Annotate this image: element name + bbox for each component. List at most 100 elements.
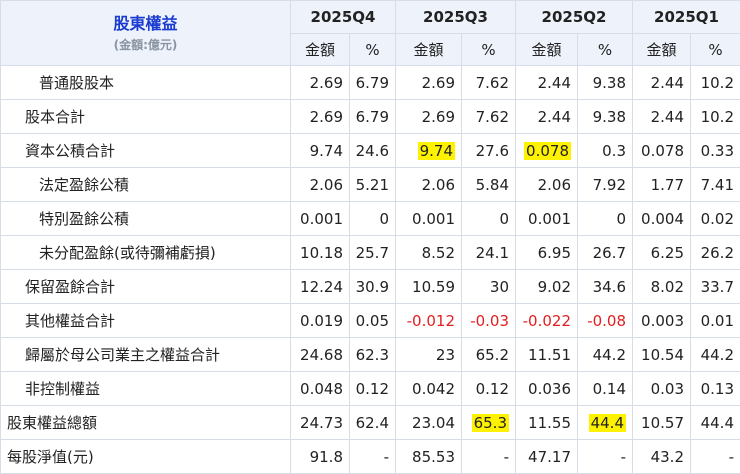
cell-value: 2.06 [421, 175, 455, 194]
percent-column-header: % [349, 33, 396, 66]
cell-value: 33.7 [700, 277, 734, 296]
cell-value: 24.68 [300, 345, 343, 364]
amount-cell: 6.95 [515, 235, 578, 270]
amount-cell: 8.52 [395, 235, 462, 270]
amount-cell: 10.54 [632, 337, 691, 372]
amount-cell: 0.078 [515, 133, 578, 168]
percent-cell: 44.2 [690, 337, 740, 372]
cell-value: 24.73 [300, 413, 343, 432]
row-label: 其他權益合計 [0, 303, 291, 338]
cell-value: 9.02 [537, 277, 571, 296]
cell-value: 0.05 [355, 311, 389, 330]
cell-value: 10.2 [700, 107, 734, 126]
amount-cell: 2.69 [395, 99, 462, 134]
percent-cell: 33.7 [690, 269, 740, 304]
amount-cell: 12.24 [290, 269, 350, 304]
cell-value: 23 [435, 345, 455, 364]
percent-cell: 0.05 [349, 303, 396, 338]
table-row: 保留盈餘合計 12.24 30.9 10.59 30 9.02 34.6 8.02 33.7 [0, 269, 740, 304]
percent-cell: 0.33 [690, 133, 740, 168]
amount-cell: 10.18 [290, 235, 350, 270]
percent-cell: 9.38 [577, 99, 633, 134]
cell-value: -0.022 [522, 311, 571, 330]
cell-value: 43.2 [650, 447, 684, 466]
cell-value: 10.57 [641, 413, 684, 432]
table-row: 普通股股本 2.69 6.79 2.69 7.62 2.44 9.38 2.44 10.2 [0, 65, 740, 100]
row-label: 資本公積合計 [0, 133, 291, 168]
table-row: 股本合計 2.69 6.79 2.69 7.62 2.44 9.38 2.44 10.2 [0, 99, 740, 134]
cell-value: 26.7 [592, 243, 626, 262]
cell-value: 0.001 [528, 209, 571, 228]
cell-value: 9.38 [592, 73, 626, 92]
amount-cell: 47.17 [515, 439, 578, 474]
cell-value: 0.13 [700, 379, 734, 398]
cell-value: 30 [489, 277, 509, 296]
amount-cell: 2.69 [290, 65, 350, 100]
percent-cell: -0.08 [577, 303, 633, 338]
amount-cell: 2.06 [290, 167, 350, 202]
cell-value: 0.12 [355, 379, 389, 398]
cell-value: 0 [499, 209, 509, 228]
header-row-columns: 金額 % 金額 % 金額 % 金額 % [0, 33, 740, 66]
cell-value: 0.001 [412, 209, 455, 228]
cell-value: 65.3 [471, 413, 509, 432]
amount-column-header: 金額 [632, 33, 691, 66]
cell-value: 0.001 [300, 209, 343, 228]
table-row: 歸屬於母公司業主之權益合計 24.68 62.3 23 65.2 11.51 44.2 10.… [0, 337, 740, 372]
amount-cell: 0.001 [290, 201, 350, 236]
cell-value: -0.012 [406, 311, 455, 330]
percent-cell: 44.4 [577, 405, 633, 440]
cell-value: 2.44 [537, 107, 571, 126]
amount-cell: 0.048 [290, 371, 350, 406]
percent-cell: -0.03 [461, 303, 516, 338]
percent-cell: 44.2 [577, 337, 633, 372]
percent-cell: 5.21 [349, 167, 396, 202]
period-header: 2025Q2 [515, 0, 633, 34]
amount-cell: 85.53 [395, 439, 462, 474]
table-body: 普通股股本 2.69 6.79 2.69 7.62 2.44 9.38 2.44 10.2 股本合… [0, 65, 740, 474]
cell-value: 85.53 [412, 447, 455, 466]
percent-cell: 0.3 [577, 133, 633, 168]
cell-value: 7.62 [475, 73, 509, 92]
percent-cell: 34.6 [577, 269, 633, 304]
amount-cell: 24.68 [290, 337, 350, 372]
percent-cell: 7.92 [577, 167, 633, 202]
table-row: 特別盈餘公積 0.001 0 0.001 0 0.001 0 0.004 0.02 [0, 201, 740, 236]
amount-cell: 43.2 [632, 439, 691, 474]
percent-cell: 5.84 [461, 167, 516, 202]
amount-column-header: 金額 [395, 33, 462, 66]
cell-value: 2.44 [650, 107, 684, 126]
amount-cell: 0.042 [395, 371, 462, 406]
cell-value: 0.078 [641, 141, 684, 160]
row-label: 普通股股本 [0, 65, 291, 100]
cell-value: 91.8 [309, 447, 343, 466]
cell-value: 2.06 [537, 175, 571, 194]
cell-value: 0 [379, 209, 389, 228]
row-label: 法定盈餘公積 [0, 167, 291, 202]
cell-value: 10.59 [412, 277, 455, 296]
amount-cell: 2.06 [395, 167, 462, 202]
cell-value: 0.048 [300, 379, 343, 398]
percent-cell: 0.14 [577, 371, 633, 406]
percent-cell: 26.7 [577, 235, 633, 270]
cell-value: 11.55 [528, 413, 571, 432]
percent-cell: 25.7 [349, 235, 396, 270]
percent-cell: - [690, 439, 740, 474]
table-row: 每股淨值(元) 91.8-85.53-47.17-43.2- [0, 439, 740, 474]
cell-value: 2.69 [421, 107, 455, 126]
cell-value: 7.62 [475, 107, 509, 126]
percent-cell: 30 [461, 269, 516, 304]
cell-value: 65.2 [475, 345, 509, 364]
cell-value: 23.04 [412, 413, 455, 432]
percent-cell: 65.2 [461, 337, 516, 372]
percent-cell: - [349, 439, 396, 474]
cell-value: 10.2 [700, 73, 734, 92]
percent-cell: 0 [577, 201, 633, 236]
cell-value: 27.6 [475, 141, 509, 160]
cell-value: 24.6 [355, 141, 389, 160]
cell-value: 0.003 [641, 311, 684, 330]
period-header: 2025Q3 [395, 0, 516, 34]
cell-value: 2.69 [421, 73, 455, 92]
amount-cell: 2.44 [515, 99, 578, 134]
